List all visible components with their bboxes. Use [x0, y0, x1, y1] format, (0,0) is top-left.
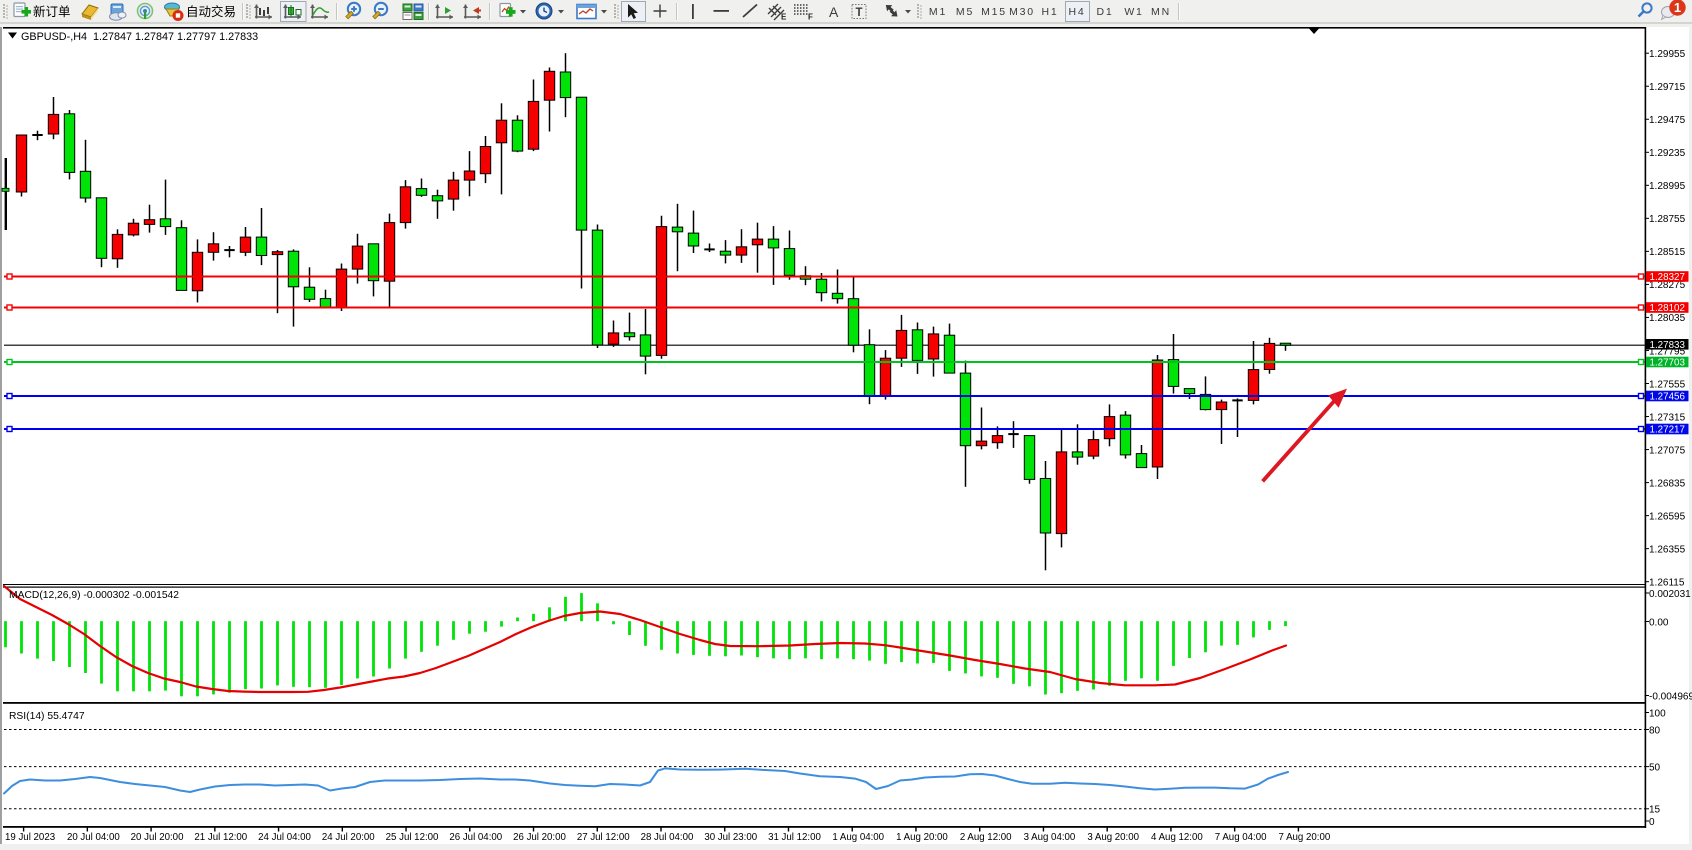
svg-text:1.27795: 1.27795 — [1649, 346, 1686, 357]
svg-text:1.27703: 1.27703 — [1650, 358, 1686, 369]
svg-text:24 Jul 04:00: 24 Jul 04:00 — [258, 832, 311, 843]
svg-text:30 Jul 23:00: 30 Jul 23:00 — [704, 832, 757, 843]
svg-text:27 Jul 12:00: 27 Jul 12:00 — [577, 832, 630, 843]
svg-text:28 Jul 04:00: 28 Jul 04:00 — [641, 832, 694, 843]
svg-text:7 Aug 20:00: 7 Aug 20:00 — [1279, 832, 1331, 843]
svg-text:4 Aug 12:00: 4 Aug 12:00 — [1151, 832, 1203, 843]
svg-text:1.27217: 1.27217 — [1650, 425, 1685, 436]
svg-text:F: F — [808, 13, 813, 22]
svg-text:M15: M15 — [981, 6, 1007, 18]
svg-text:1 Aug 20:00: 1 Aug 20:00 — [896, 832, 948, 843]
svg-text:RSI(14) 55.4747: RSI(14) 55.4747 — [9, 711, 85, 722]
svg-text:H1: H1 — [1041, 6, 1058, 18]
svg-text:3 Aug 04:00: 3 Aug 04:00 — [1024, 832, 1076, 843]
svg-text:GBPUSD-,H4 1.27847 1.27847 1.: GBPUSD-,H4 1.27847 1.27847 1.27797 1.278… — [21, 31, 258, 43]
svg-text:自动交易: 自动交易 — [186, 4, 236, 19]
svg-text:1.28327: 1.28327 — [1650, 272, 1685, 283]
svg-text:80: 80 — [1649, 725, 1661, 736]
svg-text:1.27555: 1.27555 — [1649, 379, 1686, 390]
svg-text:7 Aug 04:00: 7 Aug 04:00 — [1215, 832, 1267, 843]
svg-text:20 Jul 20:00: 20 Jul 20:00 — [131, 832, 184, 843]
svg-text:0.002031: 0.002031 — [1649, 589, 1691, 600]
svg-text:1.26835: 1.26835 — [1649, 478, 1686, 489]
svg-text:15: 15 — [1649, 805, 1661, 816]
svg-text:26 Jul 20:00: 26 Jul 20:00 — [513, 832, 566, 843]
svg-text:26 Jul 04:00: 26 Jul 04:00 — [449, 832, 502, 843]
svg-text:-0.004969: -0.004969 — [1649, 691, 1692, 702]
svg-text:MN: MN — [1151, 6, 1171, 18]
svg-text:H4: H4 — [1068, 6, 1085, 18]
svg-text:20 Jul 04:00: 20 Jul 04:00 — [67, 832, 120, 843]
svg-text:W1: W1 — [1124, 6, 1143, 18]
svg-text:M30: M30 — [1009, 6, 1035, 18]
svg-text:50: 50 — [1649, 762, 1661, 773]
svg-text:1.26115: 1.26115 — [1649, 577, 1685, 588]
svg-text:M5: M5 — [956, 6, 974, 18]
svg-text:1.27075: 1.27075 — [1649, 445, 1686, 456]
svg-text:1.27833: 1.27833 — [1650, 340, 1686, 351]
svg-text:1.27315: 1.27315 — [1649, 412, 1686, 423]
svg-text:1.28035: 1.28035 — [1649, 313, 1686, 324]
svg-text:0.00: 0.00 — [1649, 617, 1669, 628]
svg-text:1.29235: 1.29235 — [1649, 148, 1686, 159]
svg-text:T: T — [856, 7, 863, 19]
svg-text:3 Aug 20:00: 3 Aug 20:00 — [1087, 832, 1139, 843]
svg-text:A: A — [829, 4, 839, 20]
svg-text:M1: M1 — [929, 6, 947, 18]
svg-text:1 Aug 04:00: 1 Aug 04:00 — [832, 832, 884, 843]
svg-text:31 Jul 12:00: 31 Jul 12:00 — [768, 832, 821, 843]
svg-text:1.28102: 1.28102 — [1650, 303, 1685, 314]
svg-text:19 Jul 2023: 19 Jul 2023 — [5, 832, 55, 843]
svg-text:2 Aug 12:00: 2 Aug 12:00 — [960, 832, 1012, 843]
svg-text:1.28275: 1.28275 — [1649, 280, 1686, 291]
svg-text:E: E — [781, 13, 787, 22]
svg-text:1.29715: 1.29715 — [1649, 82, 1686, 93]
svg-text:1.29955: 1.29955 — [1649, 49, 1686, 60]
svg-text:25 Jul 12:00: 25 Jul 12:00 — [386, 832, 439, 843]
svg-text:21 Jul 12:00: 21 Jul 12:00 — [194, 832, 247, 843]
svg-text:0: 0 — [1649, 817, 1655, 828]
svg-text:1.29475: 1.29475 — [1649, 115, 1686, 126]
svg-text:1.26355: 1.26355 — [1649, 544, 1686, 555]
svg-text:24 Jul 20:00: 24 Jul 20:00 — [322, 832, 375, 843]
svg-text:1.27456: 1.27456 — [1650, 392, 1686, 403]
svg-text:1.28995: 1.28995 — [1649, 181, 1686, 192]
svg-text:100: 100 — [1649, 708, 1666, 719]
svg-text:D1: D1 — [1096, 6, 1113, 18]
svg-text:1.26595: 1.26595 — [1649, 511, 1686, 522]
svg-text:新订单: 新订单 — [33, 4, 71, 19]
svg-text:1: 1 — [1674, 0, 1681, 15]
svg-text:1.28755: 1.28755 — [1649, 214, 1686, 225]
svg-text:1.28515: 1.28515 — [1649, 247, 1686, 258]
svg-text:MACD(12,26,9) -0.000302 -0.001: MACD(12,26,9) -0.000302 -0.001542 — [9, 590, 179, 601]
